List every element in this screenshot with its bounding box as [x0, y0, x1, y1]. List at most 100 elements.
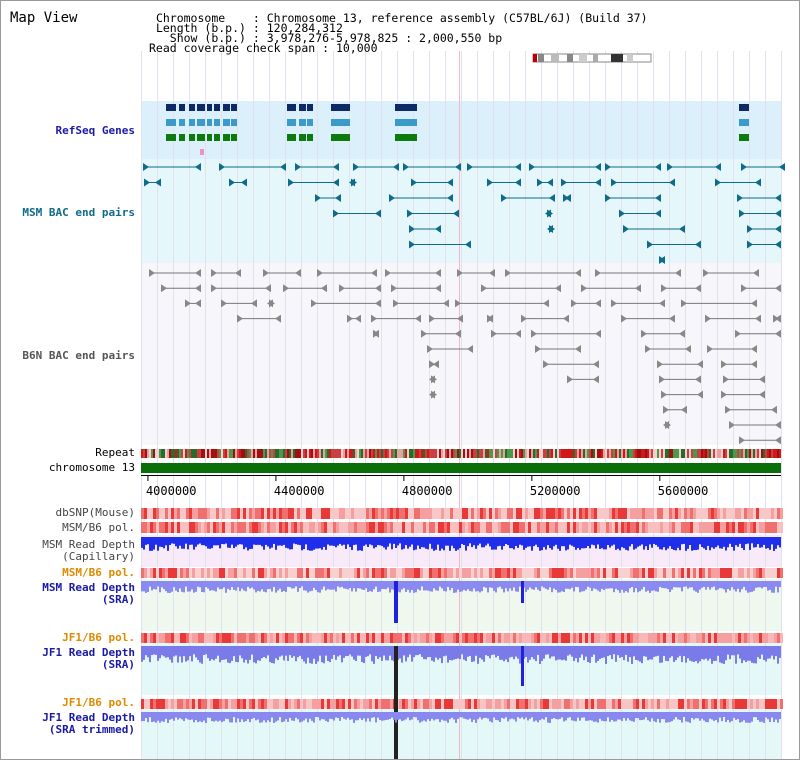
b6n-bac-end	[593, 360, 599, 369]
jf1-depth-trim-bar	[387, 712, 389, 720]
msm-depth-sra-bar	[741, 581, 743, 590]
msm-bac-end	[605, 163, 611, 171]
msm-depth-sra-bar	[539, 581, 541, 592]
jf1-depth-sra-bar	[759, 646, 761, 659]
msm-b6-pol-heat-cell	[516, 522, 519, 533]
jf1-b6-pol-2-heat-cell	[720, 699, 723, 709]
track-label-refseq-genes[interactable]: RefSeq Genes	[55, 124, 135, 137]
track-label-msm-bac[interactable]: MSM BAC end pairs	[22, 206, 135, 219]
msm-b6-pol-heat-cell	[684, 522, 687, 533]
jf1-depth-trim-bar	[155, 712, 157, 723]
jf1-b6-pol-2-heat-cell	[744, 699, 747, 709]
msm-depth-sra-bar	[567, 581, 569, 589]
jf1-b6-pol-heat-cell	[681, 633, 684, 643]
msm-bac-end	[375, 209, 381, 218]
jf1-depth-trim-bar	[453, 712, 455, 720]
jf1-depth-sra-bar	[307, 646, 309, 658]
jf1-b6-pol-heat-cell	[456, 633, 459, 643]
dbsnp-heat-cell	[261, 508, 264, 519]
jf1-depth-sra-bar	[247, 646, 249, 664]
jf1-depth-sra-bar	[593, 646, 595, 655]
dbsnp-heat-cell	[714, 508, 717, 519]
b6n-bac-end	[433, 360, 439, 369]
msm-depth-cap-bar	[261, 537, 263, 547]
jf1-b6-pol-2-heat-cell	[147, 699, 150, 709]
msm-depth-sra-bar	[313, 581, 315, 588]
jf1-depth-trim-bar	[349, 712, 351, 720]
repeat-strip	[247, 449, 249, 458]
msm-depth-sra-bar	[697, 581, 699, 593]
repeat-strip	[459, 449, 461, 458]
jf1-b6-pol-2-heat-cell	[585, 699, 588, 709]
dbsnp-heat-cell	[678, 508, 681, 519]
dbsnp-heat-cell	[729, 508, 732, 519]
repeat-strip	[333, 449, 335, 458]
jf1-depth-sra-bar	[767, 646, 769, 659]
jf1-depth-sra-bar	[511, 646, 513, 657]
jf1-b6-pol-2-heat-cell	[363, 699, 366, 709]
msm-b6-pol-heat-cell	[390, 522, 393, 533]
track-label-jf1-depth-sra-1: JF1 Read Depth	[42, 646, 135, 659]
track-label-msm-b6-pol-2: MSM/B6 pol.	[62, 566, 135, 579]
msm-b6-pol-2-heat-cell	[717, 568, 720, 578]
msm-b6-pol-heat-cell	[210, 522, 213, 533]
msm-b6-pol-heat-cell	[426, 522, 429, 533]
msm-depth-cap-bar	[431, 537, 433, 549]
msm-b6-pol-2-heat-cell	[435, 568, 438, 578]
msm-depth-sra-bar	[385, 581, 387, 590]
msm-depth-cap-bar	[167, 537, 169, 551]
msm-depth-sra-bar	[361, 581, 363, 590]
jf1-b6-pol-heat-cell	[261, 633, 264, 643]
repeat-strip	[161, 449, 163, 458]
jf1-depth-sra-bar	[489, 646, 491, 659]
msm-b6-pol-2-heat-cell	[495, 568, 498, 578]
b6n-bac-end	[221, 299, 227, 308]
repeat-strip	[539, 449, 541, 458]
msm-b6-pol-2-heat-cell	[354, 568, 357, 578]
msm-depth-sra-bar	[565, 581, 567, 589]
msm-b6-pol-heat-cell	[345, 522, 348, 533]
dbsnp-heat-cell	[465, 508, 468, 519]
jf1-depth-sra-bar	[683, 646, 685, 657]
jf1-depth-sra-bar	[729, 646, 731, 660]
msm-b6-pol-heat-cell	[573, 522, 576, 533]
jf1-depth-trim-bar	[479, 712, 481, 718]
repeat-strip	[311, 449, 313, 458]
jf1-b6-pol-2-heat-cell	[510, 699, 513, 709]
jf1-b6-pol-2-heat-cell	[780, 699, 783, 709]
msm-b6-pol-2-heat-cell	[465, 568, 468, 578]
msm-b6-pol-heat-cell	[693, 522, 696, 533]
msm-depth-sra-bar	[207, 581, 209, 589]
jf1-depth-trim-bar	[587, 712, 589, 721]
jf1-depth-sra-bar	[467, 646, 469, 657]
msm-depth-sra-bar	[143, 581, 145, 592]
jf1-depth-sra-bar	[725, 646, 727, 661]
repeat-strip	[709, 449, 711, 458]
dbsnp-heat-cell	[564, 508, 567, 519]
msm-depth-cap-bar	[577, 537, 579, 548]
jf1-b6-pol-2-heat-cell	[543, 699, 546, 709]
jf1-depth-trim-bar	[341, 712, 343, 717]
repeat-strip	[151, 449, 153, 458]
dbsnp-heat-cell	[213, 508, 216, 519]
msm-depth-cap-bar	[489, 537, 491, 547]
jf1-depth-sra-bar	[641, 646, 643, 664]
refseq-gene-green	[339, 134, 345, 141]
jf1-depth-trim-bar	[393, 712, 395, 720]
repeat-strip	[489, 449, 491, 458]
msm-depth-cap-bar	[535, 537, 537, 545]
msm-b6-pol-2-heat-cell	[777, 568, 780, 578]
track-label-b6n-bac[interactable]: B6N BAC end pairs	[22, 349, 135, 362]
repeat-strip	[583, 449, 585, 458]
msm-depth-cap-bar	[677, 537, 679, 548]
msm-depth-sra-bar	[383, 581, 385, 590]
dbsnp-heat-cell	[423, 508, 426, 519]
msm-depth-cap-bar	[707, 537, 709, 546]
jf1-b6-pol-heat-cell	[483, 633, 486, 643]
jf1-depth-sra-bar	[687, 646, 689, 659]
msm-b6-pol-2-heat-cell	[573, 568, 576, 578]
jf1-depth-sra-bar	[379, 646, 381, 658]
dbsnp-heat-cell	[633, 508, 636, 519]
jf1-depth-trim-bar	[297, 712, 299, 720]
